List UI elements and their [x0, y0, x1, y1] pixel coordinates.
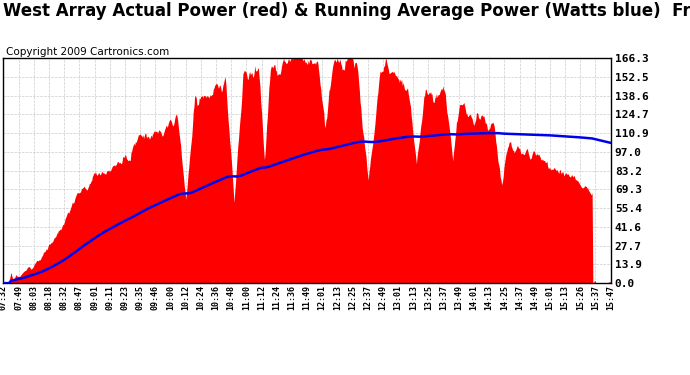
Text: Copyright 2009 Cartronics.com: Copyright 2009 Cartronics.com [6, 47, 169, 57]
Text: West Array Actual Power (red) & Running Average Power (Watts blue)  Fri Dec 18 1: West Array Actual Power (red) & Running … [3, 2, 690, 20]
